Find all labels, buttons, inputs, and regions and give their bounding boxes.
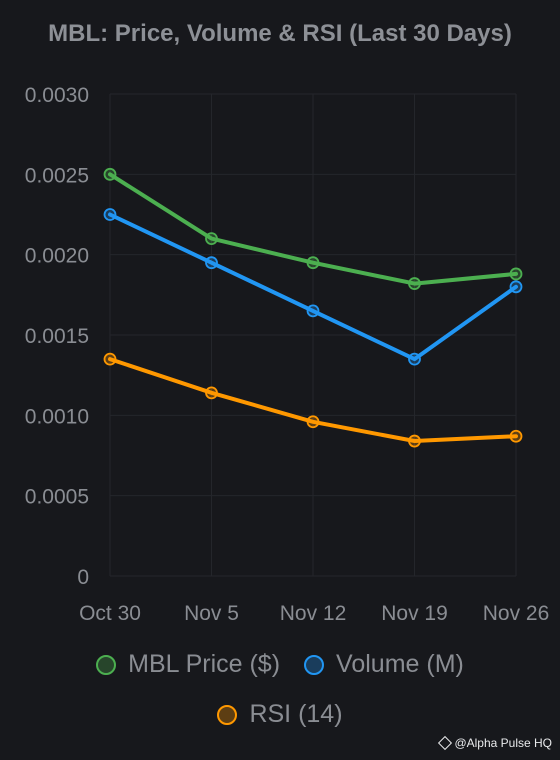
legend-label: RSI (14): [249, 700, 343, 728]
diamond-logo-icon: [438, 735, 453, 751]
y-tick-label: 0.0025: [25, 164, 89, 187]
data-point: [509, 280, 523, 294]
data-point: [103, 167, 117, 181]
legend-swatch-icon: [304, 654, 325, 675]
legend-swatch-icon: [96, 654, 117, 675]
y-tick-label: 0: [77, 566, 89, 589]
grid-lines: [109, 93, 517, 577]
data-point: [306, 256, 320, 270]
series-line: [108, 212, 518, 362]
y-tick-label: 0.0015: [25, 325, 89, 348]
chart-title: MBL: Price, Volume & RSI (Last 30 Days): [48, 20, 512, 47]
x-tick-label: Nov 5: [184, 602, 239, 625]
watermark: @Alpha Pulse HQ: [438, 735, 552, 751]
legend-row-2: RSI (14): [0, 700, 560, 729]
series-line: [108, 357, 518, 443]
data-point: [205, 386, 218, 400]
x-axis-ticks: Oct 30 Nov 5 Nov 12 Nov 19 Nov 26: [79, 602, 549, 625]
x-tick-label: Nov 12: [280, 602, 347, 625]
series-lines: [103, 167, 523, 448]
watermark-text: @Alpha Pulse HQ: [454, 736, 552, 750]
legend-item[interactable]: MBL Price ($): [96, 650, 280, 679]
x-tick-label: Oct 30: [79, 602, 141, 625]
data-point: [306, 415, 320, 429]
data-point: [103, 352, 117, 366]
x-tick-label: Nov 26: [483, 602, 550, 625]
y-tick-label: 0.0020: [25, 245, 89, 268]
legend-swatch-icon: [217, 704, 238, 725]
legend-item[interactable]: RSI (14): [217, 700, 343, 729]
data-point: [205, 232, 218, 246]
y-tick-label: 0.0005: [25, 486, 89, 509]
y-tick-label: 0.0030: [25, 84, 89, 107]
data-point: [205, 256, 218, 270]
data-point: [306, 304, 320, 318]
data-point: [408, 277, 421, 290]
data-point: [408, 352, 421, 366]
legend-label: Volume (M): [336, 650, 464, 678]
y-tick-label: 0.0010: [25, 405, 89, 428]
x-tick-label: Nov 19: [381, 602, 448, 625]
data-point: [509, 429, 523, 443]
data-point: [103, 208, 117, 221]
data-point: [408, 434, 421, 448]
series-line: [108, 172, 518, 286]
legend-item[interactable]: Volume (M): [304, 650, 464, 679]
data-point: [509, 267, 523, 281]
legend: MBL Price ($) Volume (M): [0, 650, 560, 679]
legend-label: MBL Price ($): [128, 650, 281, 678]
y-axis-ticks: 0 0.0005 0.0010 0.0015 0.0020 0.0025 0.0030: [25, 84, 89, 589]
